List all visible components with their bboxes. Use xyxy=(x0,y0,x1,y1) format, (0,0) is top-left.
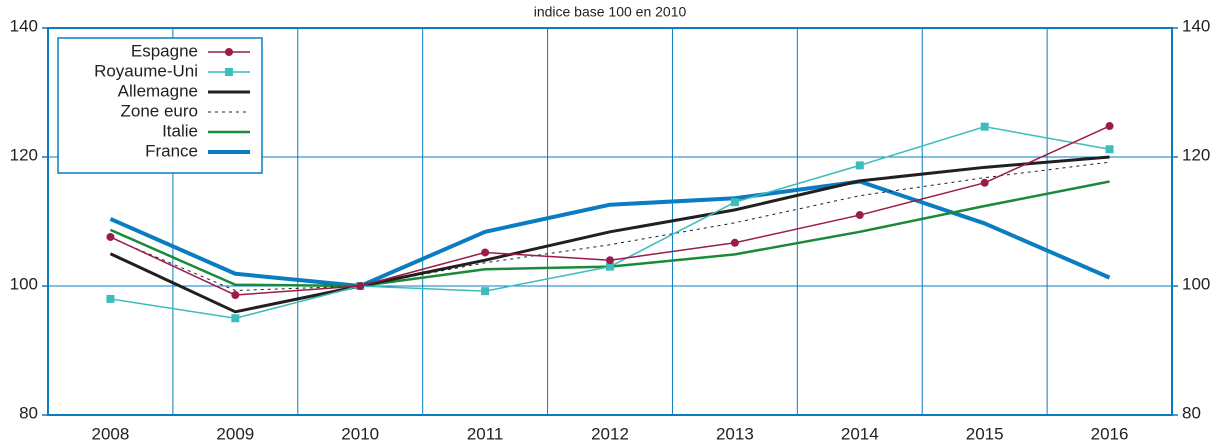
x-tick-label: 2016 xyxy=(1091,424,1129,443)
x-tick-label: 2008 xyxy=(92,424,130,443)
point xyxy=(606,256,614,265)
x-tick-label: 2010 xyxy=(341,424,379,443)
point xyxy=(106,232,115,241)
point xyxy=(231,314,240,323)
chart-title: indice base 100 en 2010 xyxy=(534,4,687,20)
x-tick-label: 2012 xyxy=(591,424,629,443)
point xyxy=(481,248,490,257)
legend-marker xyxy=(225,68,233,76)
y2-tick-label: 100 xyxy=(1182,274,1210,293)
point xyxy=(231,291,240,300)
point xyxy=(606,262,614,271)
y-tick-label: 80 xyxy=(19,403,38,422)
legend-label: Espagne xyxy=(131,41,198,60)
x-tick-label: 2015 xyxy=(966,424,1004,443)
legend-marker xyxy=(225,48,233,56)
x-tick-label: 2011 xyxy=(467,424,504,443)
point xyxy=(980,178,989,187)
series-line xyxy=(109,155,1110,314)
y-tick-label: 120 xyxy=(10,145,38,164)
point xyxy=(1105,122,1114,131)
point xyxy=(481,287,490,296)
y2-tick-label: 120 xyxy=(1182,145,1210,164)
x-tick-label: 2014 xyxy=(841,424,879,443)
legend-label: Zone euro xyxy=(121,101,199,120)
point xyxy=(1105,145,1114,154)
x-tick-label: 2013 xyxy=(716,424,754,443)
point xyxy=(106,294,115,303)
legend-label: Royaume-Uni xyxy=(94,61,198,80)
legend-label: Italie xyxy=(162,121,198,140)
series-line xyxy=(109,179,1111,288)
y-tick-label: 140 xyxy=(10,16,38,35)
y2-tick-label: 80 xyxy=(1182,403,1201,422)
y-tick-label: 100 xyxy=(10,274,38,293)
point xyxy=(730,198,739,207)
point xyxy=(356,282,365,290)
point xyxy=(855,161,864,170)
point xyxy=(730,238,739,247)
plot-frame xyxy=(47,27,1173,416)
series-line xyxy=(110,161,1110,292)
point xyxy=(980,122,989,131)
point xyxy=(855,211,864,220)
x-tick-label: 2009 xyxy=(216,424,254,443)
legend-label: France xyxy=(145,141,198,160)
legend-label: Allemagne xyxy=(118,81,198,100)
y2-tick-label: 140 xyxy=(1182,16,1210,35)
